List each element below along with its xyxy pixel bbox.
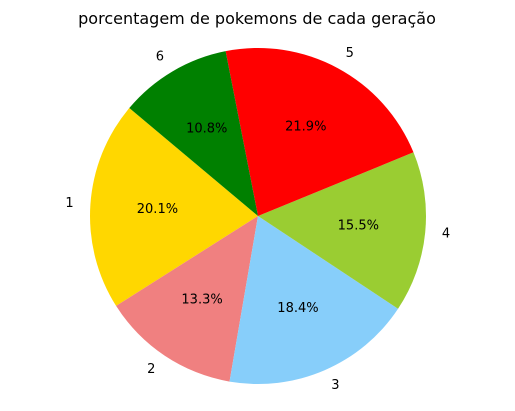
pie-slice-3 [229, 216, 399, 385]
pie-percent-label-4: 15.5% [338, 218, 379, 233]
pie-category-label-4: 4 [442, 227, 450, 242]
pie-labels: 20.1% 1 13.3% 2 18.4% 3 15.5% 4 21.9% 5 10.8% 6 [65, 46, 450, 393]
pie-category-label-1: 1 [65, 196, 73, 211]
chart-title: porcentagem de pokemons de cada geração [78, 9, 436, 28]
pie-percent-label-3: 18.4% [277, 301, 318, 316]
pie-category-label-5: 5 [346, 46, 354, 61]
pie-slice-2 [116, 216, 259, 382]
pie-slice-6 [129, 51, 258, 217]
pie-category-label-6: 6 [156, 49, 164, 64]
pie-slice-5 [225, 47, 414, 216]
pie-slice-4 [258, 152, 427, 309]
pie-slice-1 [89, 108, 258, 306]
pie-category-label-3: 3 [331, 378, 339, 393]
pie-percent-label-1: 20.1% [137, 202, 178, 217]
pie-percent-label-5: 21.9% [285, 120, 326, 135]
pie-percent-label-2: 13.3% [181, 292, 222, 307]
pie-percent-label-6: 10.8% [186, 122, 227, 137]
pie-category-label-2: 2 [147, 362, 155, 377]
pie-slices [89, 47, 427, 385]
